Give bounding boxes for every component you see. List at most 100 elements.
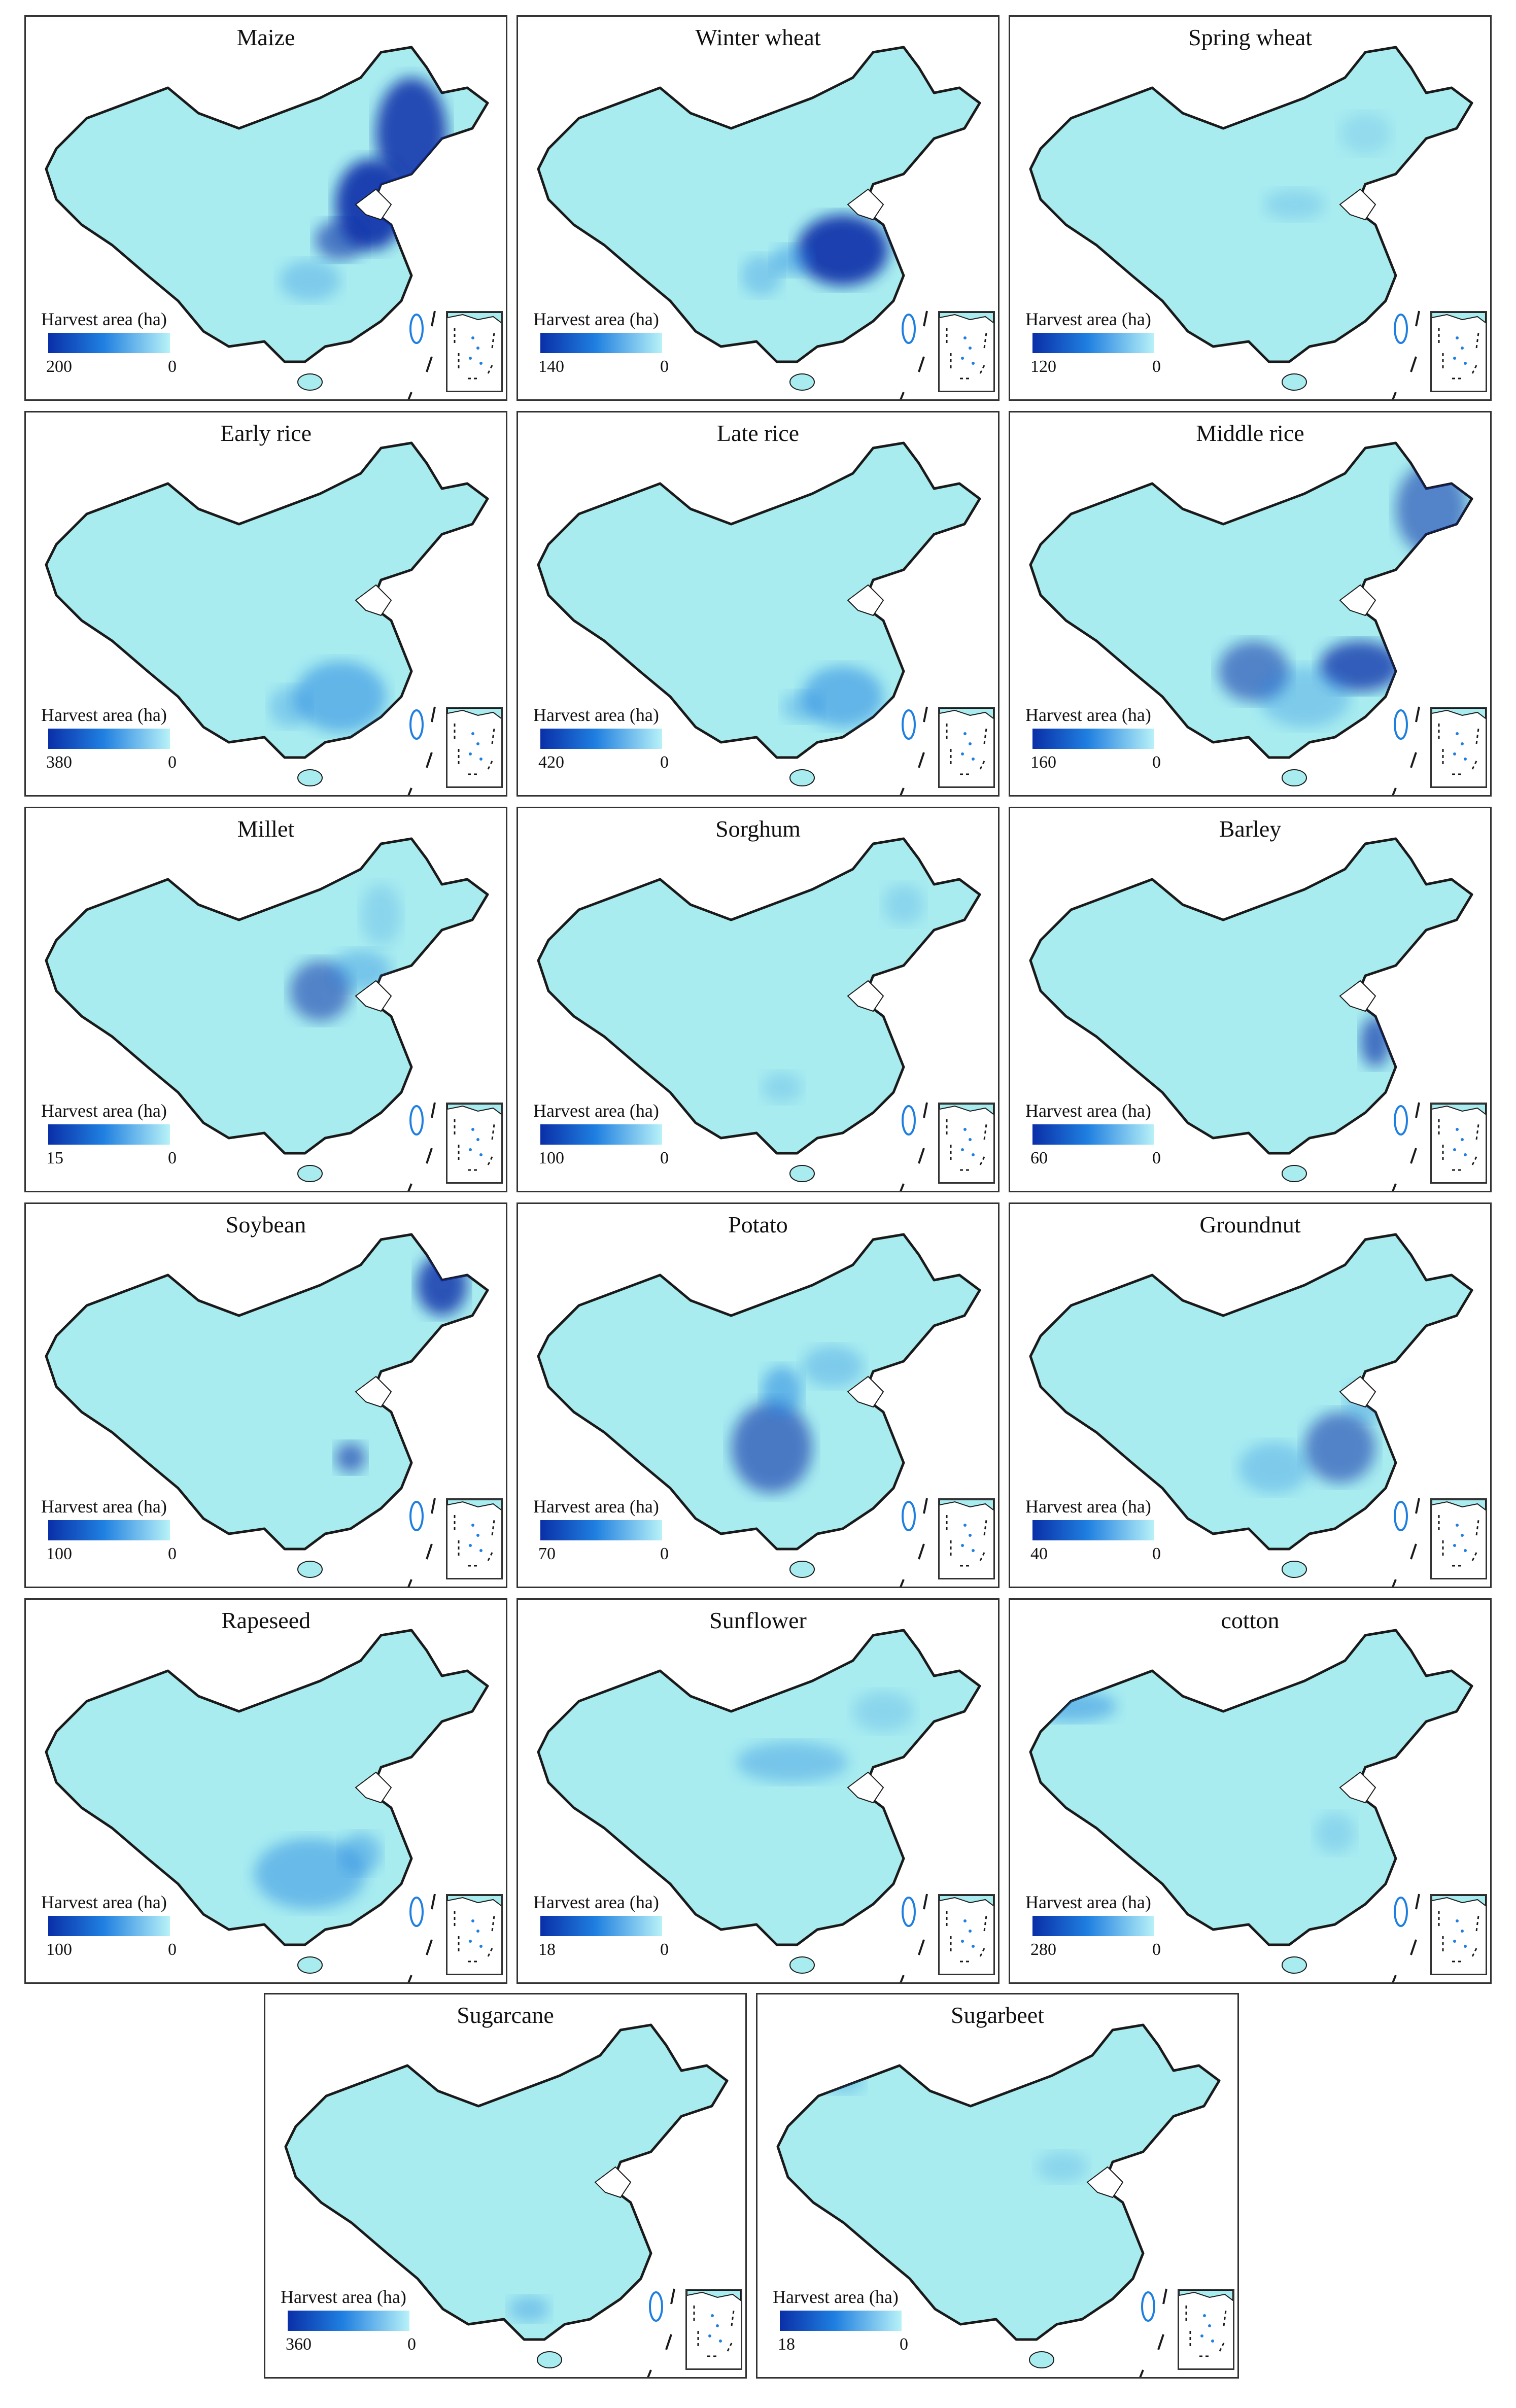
legend-max-value: 280: [1030, 1940, 1056, 1959]
taiwan-island: [902, 314, 916, 344]
boundary-dash: [426, 752, 433, 768]
china-map: [45, 46, 489, 399]
legend-title: Harvest area (ha): [533, 1100, 659, 1121]
harvest-hotspot: [883, 884, 924, 925]
panel-title: Early rice: [220, 420, 312, 446]
taiwan-island: [1394, 709, 1408, 740]
boundary-dash: [900, 1975, 905, 1982]
legend-min-value: 0: [660, 1149, 669, 1167]
boundary-dash: [900, 392, 905, 399]
boundary-dash: [665, 2334, 672, 2350]
legend-color-ramp: [540, 1124, 662, 1145]
color-legend: Harvest area (ha) 18 0: [533, 1891, 685, 1968]
south-china-sea-inset: [938, 1894, 995, 1975]
map-panel: Early rice Harvest area (ha) 380 0: [24, 411, 507, 797]
bohai-sea: [355, 1771, 392, 1804]
legend-color-ramp: [540, 1520, 662, 1540]
boundary-dash: [1410, 356, 1417, 372]
panel-title: Spring wheat: [1188, 24, 1312, 50]
harvest-hotspot: [1264, 189, 1325, 220]
legend-min-value: 0: [407, 2335, 416, 2354]
legend-color-ramp: [48, 729, 170, 749]
china-map: [1029, 1233, 1473, 1587]
legend-title: Harvest area (ha): [41, 1892, 167, 1912]
boundary-dash: [918, 356, 925, 372]
legend-title: Harvest area (ha): [533, 309, 659, 329]
inset-map: [447, 312, 502, 380]
boundary-dash: [918, 1148, 925, 1164]
hainan-island: [297, 1165, 323, 1182]
boundary-dash: [900, 787, 905, 795]
map-panel: Groundnut Harvest area (ha) 40 0: [1009, 1202, 1492, 1588]
harvest-hotspot: [1037, 2152, 1087, 2182]
harvest-hotspot: [1396, 463, 1467, 555]
taiwan-island: [409, 1105, 424, 1136]
boundary-dash: [1392, 1183, 1397, 1191]
south-china-sea-inset: [938, 1103, 995, 1184]
boundary-dash: [426, 1148, 433, 1164]
south-china-sea-inset: [1430, 1103, 1487, 1184]
inset-map: [686, 2290, 741, 2357]
harvest-hotspot: [797, 215, 888, 286]
map-panel: Soybean Harvest area (ha) 100 0: [24, 1202, 507, 1588]
bohai-sea: [847, 980, 884, 1012]
bohai-sea: [1339, 1771, 1376, 1804]
harvest-hotspot: [335, 1442, 366, 1473]
boundary-dash: [431, 1498, 436, 1514]
bohai-sea: [847, 584, 884, 616]
china-map: [45, 1629, 489, 1982]
hainan-island: [1029, 2351, 1054, 2368]
legend-color-ramp: [1032, 1124, 1154, 1145]
panel-title: Soybean: [225, 1212, 306, 1237]
legend-max-value: 200: [46, 357, 72, 376]
south-china-sea-inset: [446, 707, 503, 788]
china-map: [45, 837, 489, 1191]
legend-title: Harvest area (ha): [1025, 1892, 1151, 1912]
china-map: [45, 441, 489, 795]
boundary-dash: [647, 2369, 652, 2377]
color-legend: Harvest area (ha) 40 0: [1025, 1496, 1178, 1572]
legend-max-value: 160: [1030, 753, 1056, 772]
china-map: [537, 1629, 981, 1982]
inset-map: [1431, 312, 1486, 380]
panel-title: Barley: [1219, 816, 1282, 842]
panel-title: Sugarbeet: [951, 2002, 1044, 2028]
taiwan-island: [1394, 1501, 1408, 1531]
china-map: [1029, 46, 1473, 399]
map-panel: Winter wheat Harvest area (ha) 140 0: [516, 15, 1000, 401]
legend-min-value: 0: [168, 753, 177, 772]
boundary-dash: [431, 1102, 436, 1118]
harvest-hotspot: [802, 1346, 863, 1387]
boundary-dash: [407, 392, 412, 399]
hainan-island: [537, 2351, 562, 2368]
panel-title: Sugarcane: [457, 2002, 554, 2028]
boundary-dash: [1162, 2288, 1167, 2304]
legend-color-ramp: [1032, 1916, 1154, 1936]
boundary-dash: [1392, 392, 1397, 399]
panel-title: Maize: [236, 24, 295, 50]
hainan-island: [1282, 1956, 1307, 1974]
china-map: [1029, 837, 1473, 1191]
inset-map: [447, 1104, 502, 1171]
bohai-sea: [355, 1375, 392, 1408]
legend-color-ramp: [540, 729, 662, 749]
legend-max-value: 18: [538, 1940, 556, 1959]
legend-max-value: 70: [538, 1544, 556, 1563]
color-legend: Harvest area (ha) 18 0: [773, 2286, 925, 2362]
inset-map: [939, 1104, 994, 1171]
bohai-sea: [355, 980, 392, 1012]
legend-color-ramp: [540, 1916, 662, 1936]
south-china-sea-inset: [1430, 311, 1487, 392]
harvest-hotspot: [280, 260, 340, 301]
legend-title: Harvest area (ha): [41, 705, 167, 725]
map-panel: Sorghum Harvest area (ha) 100 0: [516, 807, 1000, 1192]
color-legend: Harvest area (ha) 60 0: [1025, 1100, 1178, 1176]
boundary-dash: [1392, 1975, 1397, 1982]
color-legend: Harvest area (ha) 140 0: [533, 308, 685, 385]
boundary-dash: [900, 1183, 905, 1191]
boundary-dash: [407, 787, 412, 795]
legend-min-value: 0: [168, 1544, 177, 1563]
legend-color-ramp: [48, 1520, 170, 1540]
bohai-sea: [1339, 584, 1376, 616]
south-china-sea-inset: [938, 311, 995, 392]
